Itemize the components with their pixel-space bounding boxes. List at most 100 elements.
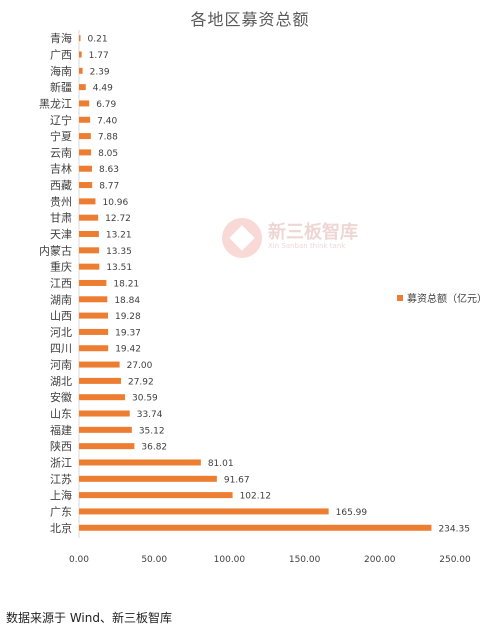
bar-29 xyxy=(79,492,233,499)
bar-26 xyxy=(79,443,135,450)
category-label-10: 西藏 xyxy=(50,179,72,192)
bar-13 xyxy=(79,231,99,237)
value-label-27: 81.01 xyxy=(208,459,234,469)
bar-2 xyxy=(79,51,82,58)
bar-14 xyxy=(79,247,100,254)
category-label-28: 江苏 xyxy=(50,473,72,486)
x-tick-label-2: 50.00 xyxy=(141,555,167,565)
category-label-3: 海南 xyxy=(50,64,72,78)
value-label-24: 33.74 xyxy=(137,410,163,420)
value-label-6: 7.40 xyxy=(97,116,117,126)
category-label-23: 安徽 xyxy=(50,390,72,404)
category-label-5: 黑龙江 xyxy=(39,97,72,110)
category-label-19: 河北 xyxy=(50,326,72,339)
category-label-26: 陕西 xyxy=(50,439,72,453)
bar-27 xyxy=(79,459,201,466)
legend-swatch xyxy=(397,295,403,301)
value-label-14: 13.35 xyxy=(106,247,132,257)
category-label-29: 上海 xyxy=(50,488,72,502)
value-label-19: 19.37 xyxy=(115,328,141,338)
category-label-22: 湖北 xyxy=(50,375,72,388)
category-label-12: 甘肃 xyxy=(50,212,72,225)
value-label-15: 13.51 xyxy=(106,263,132,273)
value-label-13: 13.21 xyxy=(106,231,132,241)
bar-12 xyxy=(79,214,99,221)
bar-18 xyxy=(79,312,108,319)
value-label-1: 0.21 xyxy=(88,35,108,45)
x-tick-label-3: 100.00 xyxy=(214,555,246,565)
category-label-24: 山东 xyxy=(50,408,72,421)
bar-5 xyxy=(79,100,90,107)
value-label-26: 36.82 xyxy=(141,443,167,453)
bar-9 xyxy=(79,165,92,172)
bar-25 xyxy=(79,426,132,433)
value-label-7: 7.88 xyxy=(98,133,118,143)
bar-24 xyxy=(79,410,130,417)
bar-7 xyxy=(79,133,91,140)
watermark-text: 新三板智库 xyxy=(268,222,358,243)
bar-6 xyxy=(79,116,91,123)
x-tick-label-1: 0.00 xyxy=(69,555,89,565)
bar-22 xyxy=(79,377,121,384)
value-label-2: 1.77 xyxy=(89,51,109,61)
bar-28 xyxy=(79,475,217,482)
category-label-8: 云南 xyxy=(50,146,72,159)
category-label-20: 四川 xyxy=(50,342,72,355)
value-label-10: 8.77 xyxy=(99,182,119,192)
bar-19 xyxy=(79,328,109,335)
x-tick-label-5: 200.00 xyxy=(364,555,396,565)
watermark-subtext: Xin Sanban think tank xyxy=(268,242,346,250)
category-label-4: 新疆 xyxy=(50,80,72,94)
category-label-16: 江西 xyxy=(50,277,72,290)
bar-31 xyxy=(79,524,432,531)
bar-4 xyxy=(79,84,86,91)
watermark-icon xyxy=(222,218,262,258)
value-label-11: 10.96 xyxy=(102,198,128,208)
bar-16 xyxy=(79,279,107,286)
category-label-14: 内蒙古 xyxy=(39,243,72,257)
value-label-30: 165.99 xyxy=(336,508,368,518)
bar-11 xyxy=(79,198,96,205)
data-source-note: 数据来源于 Wind、新三板智库 xyxy=(6,611,172,625)
value-label-18: 19.28 xyxy=(115,312,141,322)
value-label-29: 102.12 xyxy=(240,492,272,502)
category-label-25: 福建 xyxy=(50,423,72,437)
x-tick-label-4: 150.00 xyxy=(289,555,321,565)
bar-17 xyxy=(79,296,108,303)
value-label-21: 27.00 xyxy=(127,361,153,371)
category-label-31: 北京 xyxy=(50,521,72,535)
category-label-30: 广东 xyxy=(50,505,72,518)
chart-title: 各地区募资总额 xyxy=(190,10,310,29)
bar-8 xyxy=(79,149,92,156)
value-label-12: 12.72 xyxy=(105,214,131,224)
value-label-25: 35.12 xyxy=(139,426,165,436)
bar-3 xyxy=(79,67,83,74)
value-label-5: 6.79 xyxy=(96,100,116,110)
value-label-8: 8.05 xyxy=(98,149,118,159)
value-label-16: 18.21 xyxy=(113,279,139,289)
value-label-28: 91.67 xyxy=(224,475,250,485)
category-label-18: 山西 xyxy=(50,310,72,323)
value-label-3: 2.39 xyxy=(90,67,110,77)
value-label-9: 8.63 xyxy=(99,165,119,175)
category-label-15: 重庆 xyxy=(50,260,72,274)
watermark-logo: 新三板智库 Xin Sanban think tank xyxy=(222,216,372,260)
x-tick-label-6: 250.00 xyxy=(439,555,471,565)
bar-30 xyxy=(79,508,329,515)
category-label-6: 辽宁 xyxy=(50,113,72,127)
category-label-1: 青海 xyxy=(50,31,72,45)
value-label-17: 18.84 xyxy=(114,296,140,306)
category-label-7: 宁夏 xyxy=(50,129,72,143)
value-label-23: 30.59 xyxy=(132,394,158,404)
bar-10 xyxy=(79,182,93,189)
legend-label: 募资总额（亿元） xyxy=(407,292,487,305)
category-label-21: 河南 xyxy=(50,359,72,372)
bar-15 xyxy=(79,263,100,270)
value-label-22: 27.92 xyxy=(128,377,154,387)
category-label-13: 天津 xyxy=(50,228,72,241)
category-label-2: 广西 xyxy=(50,48,72,61)
value-label-4: 4.49 xyxy=(93,84,113,94)
value-label-20: 19.42 xyxy=(115,345,141,355)
category-label-9: 吉林 xyxy=(50,162,72,176)
